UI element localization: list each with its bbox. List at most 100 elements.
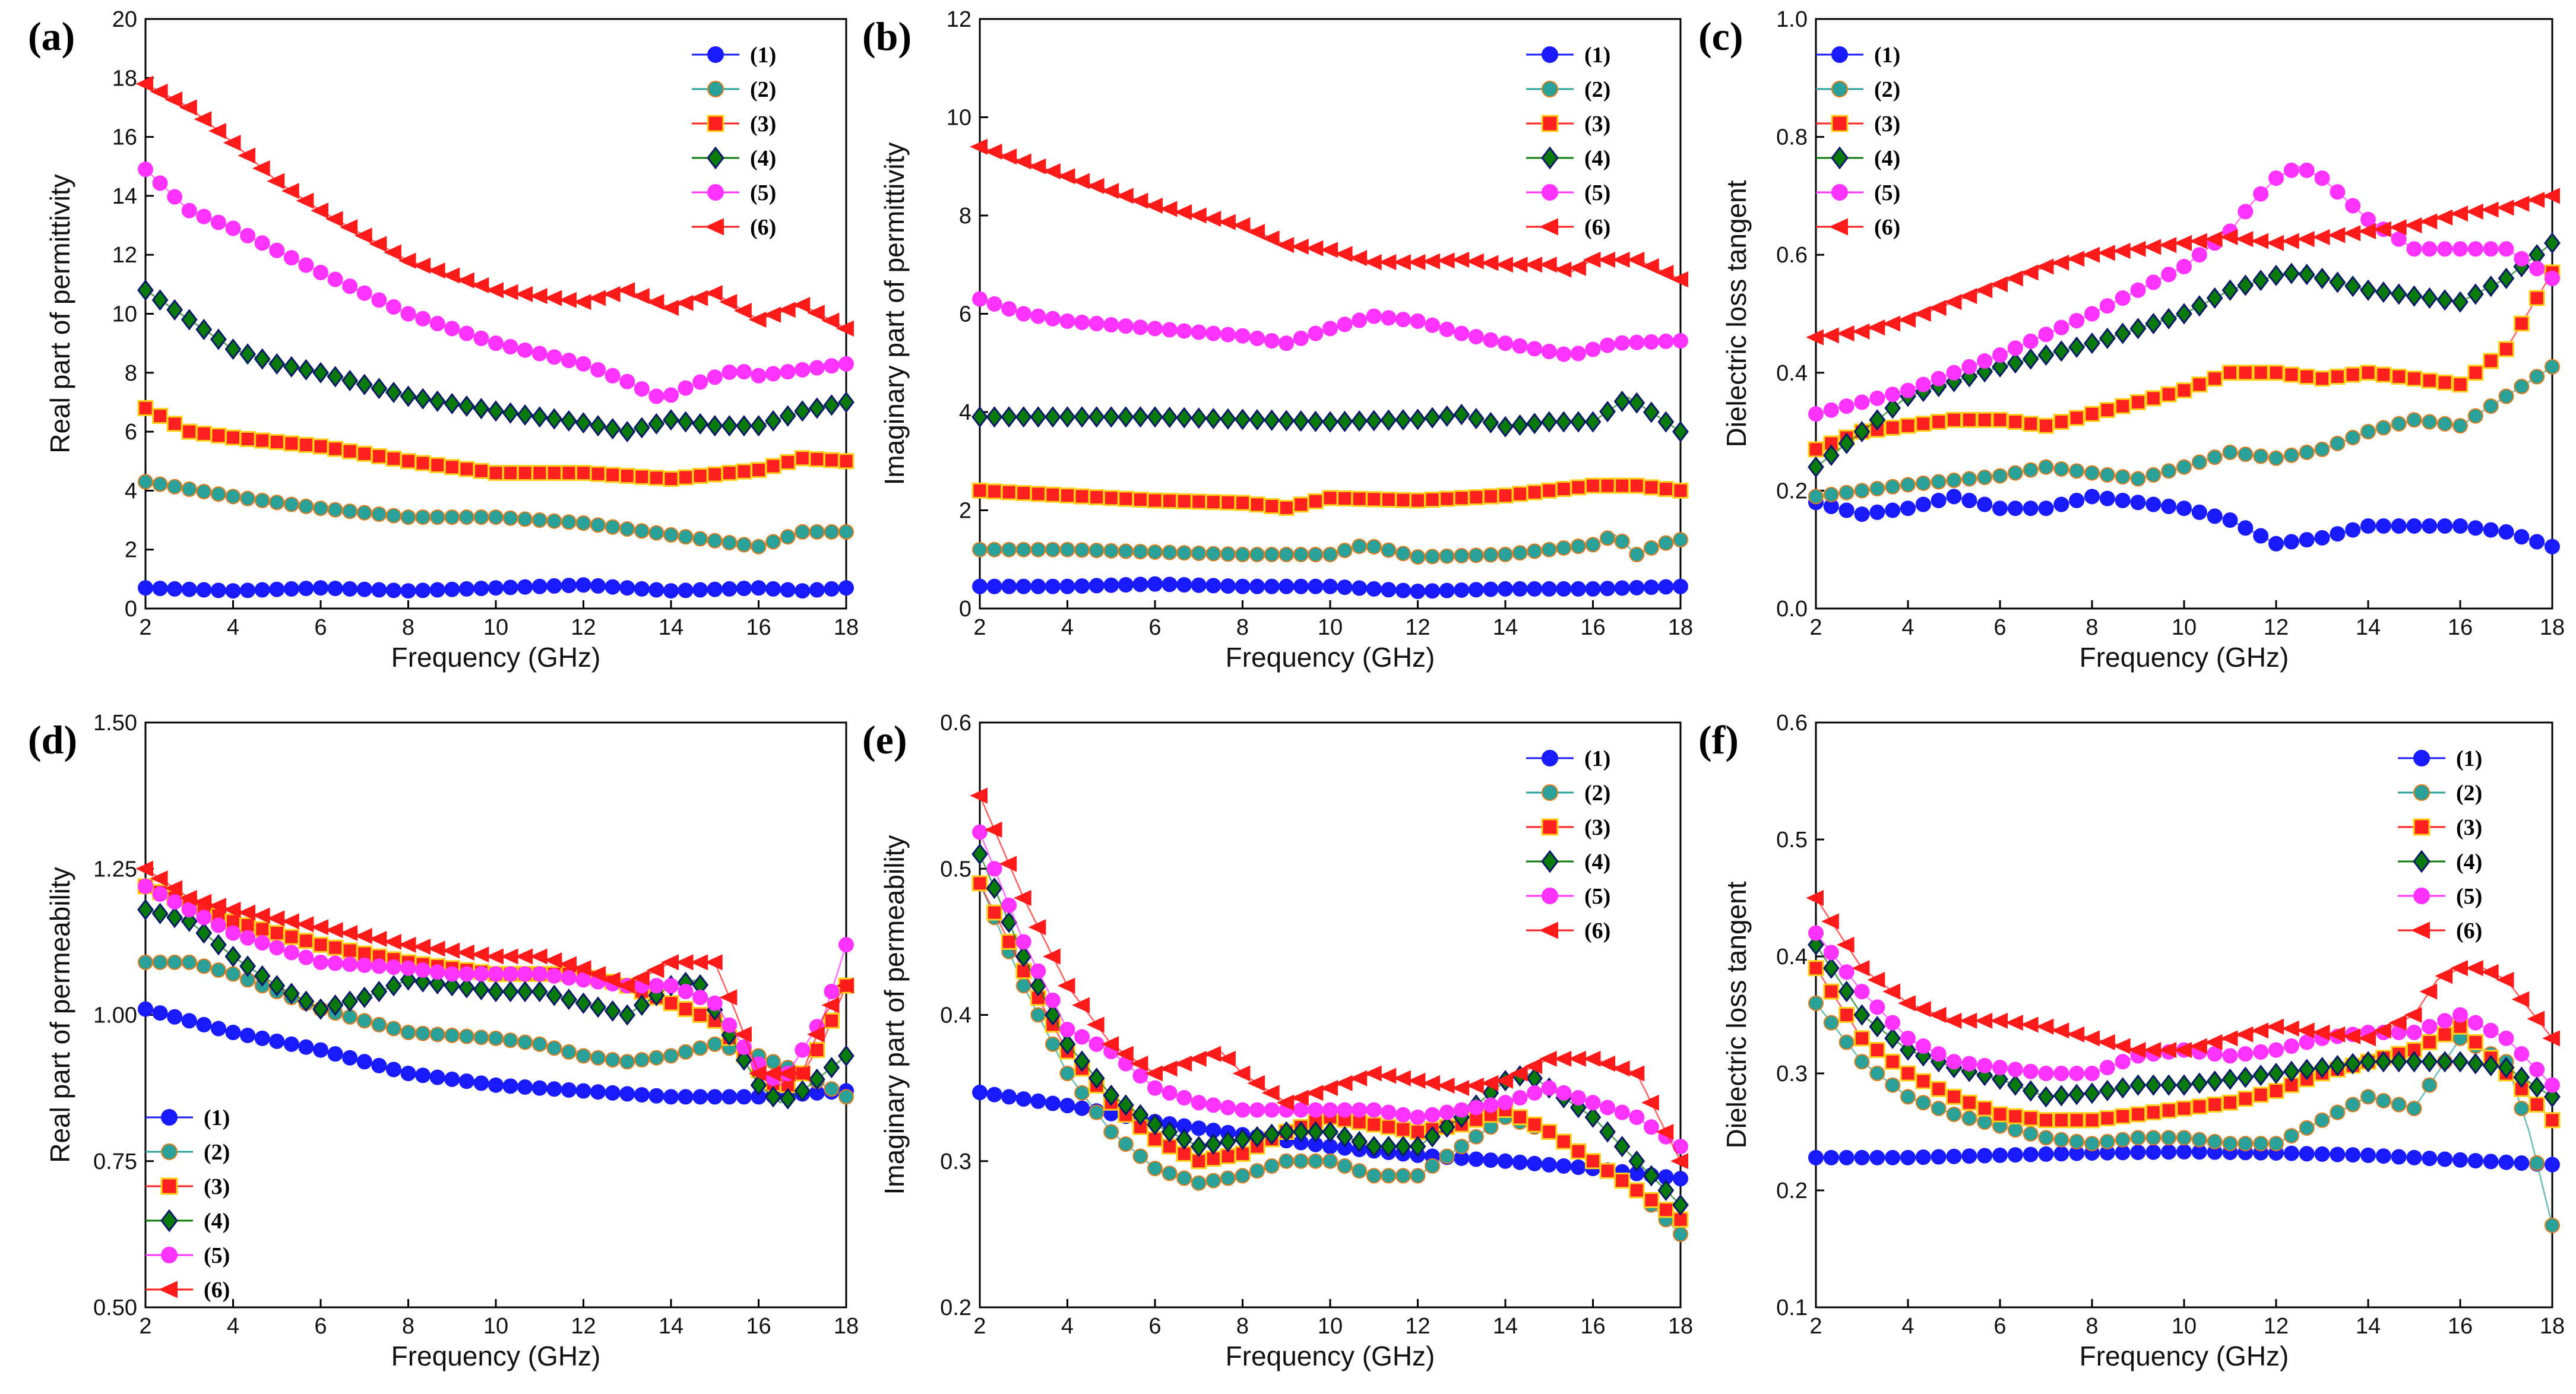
data-point [473,978,490,1000]
data-point [1351,410,1368,432]
data-point [1512,486,1528,502]
data-point [1673,333,1688,349]
data-point [327,441,344,457]
data-point [2283,1060,2300,1082]
data-point [2483,353,2499,369]
data-point [2251,1022,2269,1039]
data-point [1407,1072,1426,1089]
data-point [1483,332,1499,348]
data-point [1614,477,1631,494]
legend-label: (2) [1874,77,1900,102]
data-point [1425,1107,1441,1123]
data-point [721,535,738,551]
data-point [1030,578,1046,594]
data-point [427,262,445,279]
data-point [795,583,811,599]
data-point [1959,1012,1977,1029]
data-point [1337,316,1353,332]
data-point [2266,235,2284,251]
data-point [1884,397,1901,419]
data-point [972,291,988,307]
data-point [1931,1149,1947,1165]
data-point [444,966,460,982]
data-point [2283,1038,2299,1054]
data-point [267,173,285,189]
data-point [2068,1112,2085,1129]
data-point [2406,518,2422,534]
panel-a: 2 4 6 8 10 12 14 16 1802468101214161820Frequency… [28,7,859,673]
data-point [1808,960,1824,977]
data-point [1235,1168,1251,1184]
data-point [371,981,388,1003]
data-point [1946,1088,1962,1105]
data-point [254,921,271,937]
y-tick-label: 0.50 [93,1295,137,1320]
data-point [1220,408,1236,430]
data-point [1643,1165,1660,1187]
data-point [444,581,460,597]
legend-label: (4) [1874,146,1900,171]
x-axis-title: Frequency (GHz) [1226,642,1435,673]
data-point [1088,578,1105,594]
data-point [1380,1119,1397,1135]
data-point [1425,1158,1441,1174]
data-point [1308,546,1324,562]
data-point [663,471,679,487]
data-point [502,510,518,526]
data-point [1946,489,1962,505]
data-point [736,1089,752,1105]
data-point [1191,493,1207,510]
data-point [2023,500,2039,517]
data-point [2112,243,2131,259]
data-point [1900,1089,1916,1105]
y-tick-label: 2 [125,538,137,563]
data-point [1059,541,1075,557]
data-point [1030,963,1046,979]
data-point [167,894,183,910]
data-point [1629,546,1645,562]
data-point [1869,390,1885,406]
y-tick-label: 0.4 [1776,945,1808,970]
data-point [473,509,489,525]
x-tick-label: 10 [483,1314,508,1339]
x-tick-label: 2 [139,1314,151,1339]
data-point [588,965,606,983]
data-point [648,470,664,486]
data-point [1205,546,1221,562]
data-point [312,362,329,384]
data-point [690,290,708,306]
data-point [2115,469,2131,485]
data-point [179,99,197,116]
legend-marker [2413,784,2430,801]
data-point [2206,287,2223,309]
data-point [427,940,445,957]
data-point [617,282,635,299]
data-point [1600,337,1616,353]
data-point [415,1067,431,1083]
x-tick-label: 16 [2448,1314,2473,1339]
x-tick-label: 10 [1318,1314,1343,1339]
data-point [1658,333,1674,349]
data-point [2314,1057,2331,1079]
data-point [195,425,212,442]
data-point [2252,1064,2270,1086]
y-tick-label: 1.00 [93,1003,137,1028]
data-point [1263,409,1280,431]
data-point [1001,406,1018,428]
data-point [531,1036,548,1052]
data-point [296,192,314,209]
data-point [1086,178,1105,194]
data-point [2176,1100,2192,1117]
data-point [765,410,781,432]
data-point [561,970,577,986]
data-point [971,482,988,499]
data-point [1626,1065,1645,1082]
x-tick-label: 4 [1061,615,1074,640]
data-point [356,445,373,462]
data-point [2207,1133,2223,1149]
data-point [1915,1149,1931,1165]
data-point [1234,1128,1251,1150]
data-point [2283,447,2299,463]
data-point [1147,1114,1163,1136]
